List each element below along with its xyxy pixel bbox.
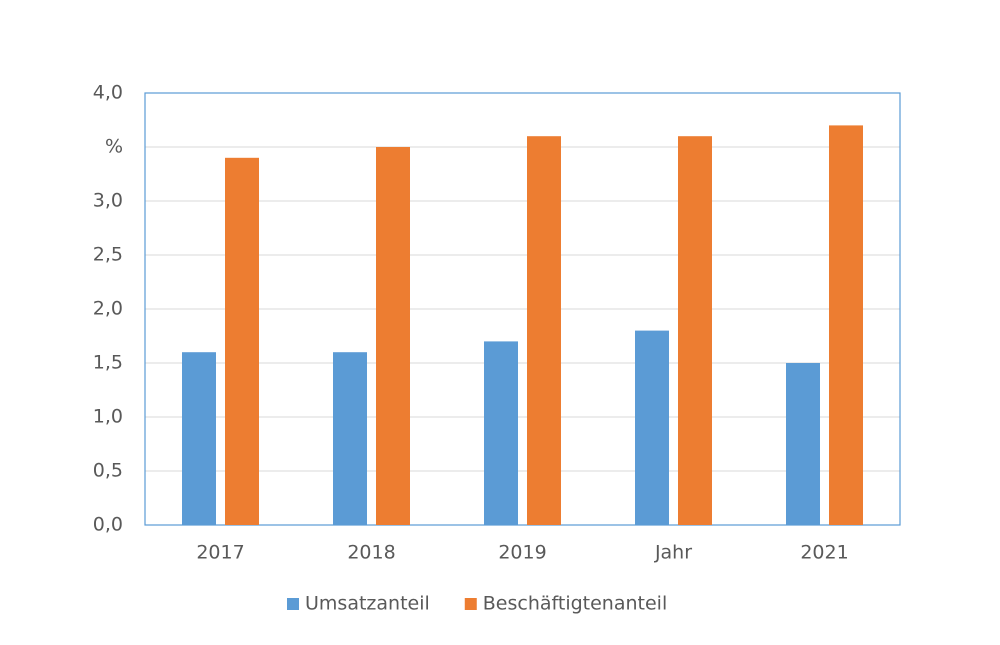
x-tick-label: Jahr — [654, 542, 692, 564]
bar — [635, 330, 669, 525]
bar — [225, 157, 259, 526]
y-tick-label: 4,0 — [93, 82, 123, 104]
bar — [182, 352, 216, 525]
legend-swatch — [287, 598, 299, 610]
bar — [829, 125, 863, 526]
legend-label: Umsatzanteil — [305, 593, 430, 615]
bar — [376, 147, 410, 525]
bar — [484, 341, 518, 525]
x-tick-label: 2018 — [347, 542, 395, 564]
bar — [527, 136, 561, 525]
y-tick-label: 2,0 — [93, 298, 123, 320]
bar — [333, 352, 367, 525]
y-tick-label: 1,0 — [93, 406, 123, 428]
x-tick-label: 2017 — [196, 542, 244, 564]
legend-swatch — [464, 598, 477, 610]
y-tick-label: 2,5 — [93, 244, 123, 266]
y-tick-label: % — [105, 136, 123, 158]
legend-label: Beschäftigtenanteil — [483, 593, 667, 615]
y-tick-label: 0,0 — [93, 514, 123, 536]
x-tick-label: 2021 — [800, 542, 848, 564]
bar — [786, 363, 820, 525]
y-tick-label: 3,0 — [93, 190, 123, 212]
x-tick-label: 2019 — [498, 542, 546, 564]
y-tick-label: 1,5 — [93, 352, 123, 374]
y-tick-label: 0,5 — [93, 460, 123, 482]
bar — [678, 136, 712, 525]
plot-border — [144, 92, 901, 526]
